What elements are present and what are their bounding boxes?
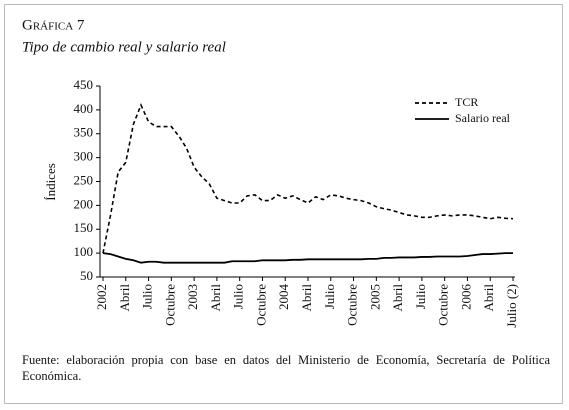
x-tick-label: Abril bbox=[390, 284, 405, 312]
x-tick-label: Julio (2) bbox=[504, 284, 519, 328]
y-axis-label: Índices bbox=[43, 163, 58, 201]
x-tick-label: Julio bbox=[413, 284, 428, 309]
x-tick-label: Julio bbox=[140, 284, 155, 309]
x-tick-label: Octubre bbox=[345, 284, 360, 326]
x-tick-label: Abril bbox=[299, 284, 314, 312]
x-tick-label: Octubre bbox=[162, 284, 177, 326]
y-tick-label: 350 bbox=[74, 125, 94, 140]
chart-title: Gráfica 7 bbox=[22, 17, 85, 33]
legend-label: TCR bbox=[455, 95, 478, 109]
x-tick-label: Octubre bbox=[436, 284, 451, 326]
y-tick-label: 400 bbox=[74, 101, 94, 116]
x-tick-label: 2005 bbox=[367, 284, 382, 310]
y-tick-label: 100 bbox=[74, 244, 94, 259]
x-tick-label: 2006 bbox=[458, 284, 473, 311]
x-tick-label: Octubre bbox=[253, 284, 268, 326]
x-tick-label: Abril bbox=[481, 284, 496, 312]
x-tick-label: Abril bbox=[117, 284, 132, 312]
x-tick-label: 2002 bbox=[94, 284, 109, 310]
y-tick-label: 200 bbox=[74, 196, 94, 211]
source-note: Fuente: elaboración propia con base en d… bbox=[22, 353, 550, 383]
y-tick-label: 250 bbox=[74, 172, 94, 187]
x-tick-label: Julio bbox=[231, 284, 246, 309]
series-line bbox=[102, 103, 514, 254]
y-tick-label: 300 bbox=[74, 149, 94, 164]
y-tick-label: 450 bbox=[74, 77, 94, 92]
y-tick-label: 150 bbox=[74, 220, 94, 235]
legend-label: Salario real bbox=[455, 111, 511, 125]
x-tick-label: Abril bbox=[208, 284, 223, 312]
x-tick-label: Julio bbox=[322, 284, 337, 309]
x-tick-label: 2004 bbox=[276, 284, 291, 311]
series-line bbox=[102, 252, 513, 264]
frame bbox=[4, 4, 563, 404]
chart-subtitle: Tipo de cambio real y salario real bbox=[22, 39, 226, 55]
x-tick-label: 2003 bbox=[185, 284, 200, 310]
y-tick-label: 50 bbox=[80, 268, 93, 283]
